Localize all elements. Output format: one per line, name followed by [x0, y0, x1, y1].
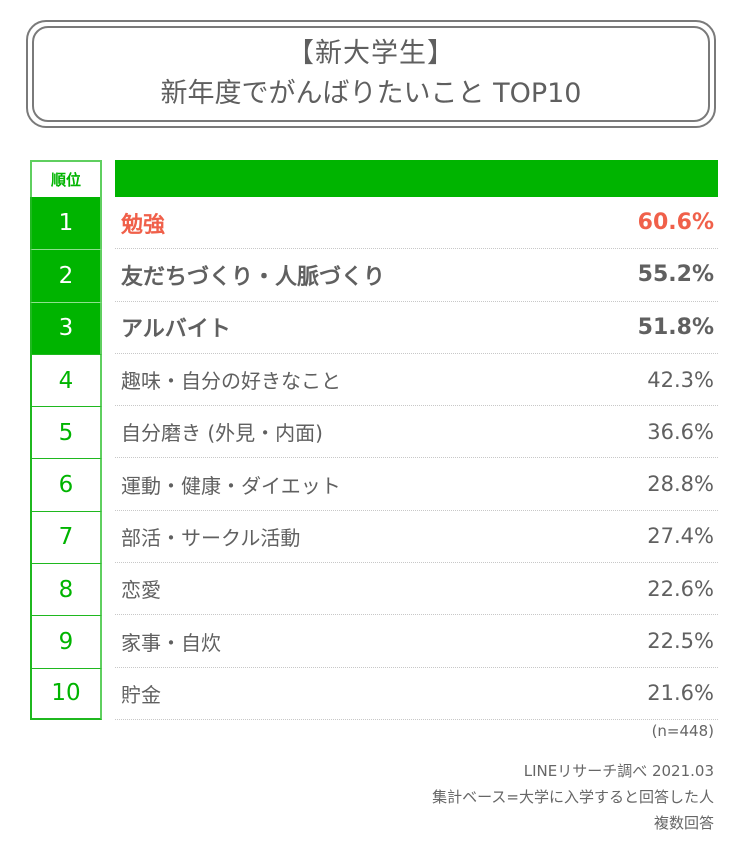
- row-value: 36.6%: [647, 419, 714, 444]
- row-label: 友だちづくり・人脈づくり: [121, 264, 386, 290]
- table-row: 家事・自炊 22.5%: [115, 615, 718, 668]
- table-row: 勉強 60.6%: [115, 197, 718, 250]
- table-row: 部活・サークル活動 27.4%: [115, 511, 718, 564]
- title-box: 【新大学生】 新年度でがんばりたいこと TOP10: [26, 20, 716, 128]
- row-label: 運動・健康・ダイエット: [121, 473, 341, 498]
- rank-header: 順位: [30, 160, 102, 197]
- row-value: 28.8%: [647, 472, 714, 497]
- row-value: 51.8%: [637, 314, 714, 340]
- row-value: 55.2%: [637, 262, 714, 288]
- row-value: 60.6%: [637, 210, 714, 236]
- rank-cell-4: 4: [30, 353, 102, 407]
- row-value: 42.3%: [647, 367, 714, 392]
- table-row: 自分磨き (外見・内面) 36.6%: [115, 406, 718, 459]
- row-label: 部活・サークル活動: [121, 525, 301, 550]
- row-label: 家事・自炊: [121, 630, 221, 655]
- rank-cell-7: 7: [30, 510, 102, 564]
- rank-cell-3: 3: [30, 301, 102, 354]
- row-label: アルバイト: [121, 317, 231, 343]
- table-row: 趣味・自分の好きなこと 42.3%: [115, 354, 718, 407]
- rank-cell-9: 9: [30, 615, 102, 668]
- footer-source: LINEリサーチ調べ 2021.03: [523, 762, 714, 780]
- title-box-inner: 【新大学生】 新年度でがんばりたいこと TOP10: [32, 26, 710, 122]
- table-row: 恋愛 22.6%: [115, 563, 718, 616]
- row-label: 自分磨き (外見・内面): [121, 421, 323, 446]
- row-value: 22.6%: [647, 576, 714, 601]
- table-row: 運動・健康・ダイエット 28.8%: [115, 458, 718, 511]
- table-row: 友だちづくり・人脈づくり 55.2%: [115, 249, 718, 302]
- rank-cell-1: 1: [30, 197, 102, 250]
- rank-column: 順位 1 2 3 4 5 6 7 8 9 10: [30, 160, 102, 720]
- table-row: アルバイト 51.8%: [115, 302, 718, 354]
- rank-cell-5: 5: [30, 406, 102, 459]
- sample-size: (n=448): [651, 722, 714, 740]
- table-header-bar: [115, 160, 718, 197]
- footer-note: 複数回答: [653, 814, 714, 832]
- table-row: 貯金 21.6%: [115, 668, 718, 720]
- ranking-rows: 勉強 60.6% 友だちづくり・人脈づくり 55.2% アルバイト 51.8% …: [115, 197, 718, 720]
- row-label: 恋愛: [121, 578, 161, 603]
- title-line-2: 新年度でがんばりたいこと TOP10: [160, 78, 582, 109]
- row-label: 貯金: [121, 682, 161, 707]
- rank-cell-6: 6: [30, 458, 102, 511]
- row-value: 22.5%: [647, 629, 714, 654]
- row-label: 趣味・自分の好きなこと: [121, 369, 341, 394]
- row-label: 勉強: [121, 212, 166, 238]
- footer-base: 集計ベース=大学に入学すると回答した人: [432, 788, 714, 806]
- rank-cell-2: 2: [30, 249, 102, 302]
- rank-cell-8: 8: [30, 563, 102, 616]
- row-value: 21.6%: [647, 681, 714, 706]
- title-line-1: 【新大学生】: [287, 38, 455, 69]
- footer-notes: LINEリサーチ調べ 2021.03 集計ベース=大学に入学すると回答した人 複…: [432, 758, 714, 836]
- row-value: 27.4%: [647, 524, 714, 549]
- rank-cell-10: 10: [30, 667, 102, 720]
